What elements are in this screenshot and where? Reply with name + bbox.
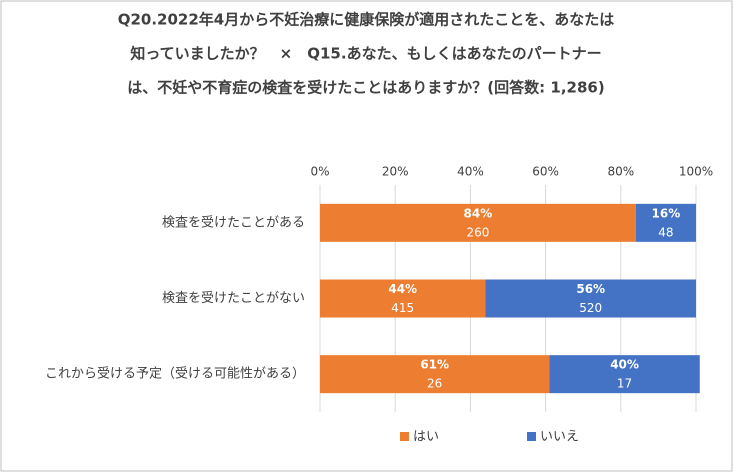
count-label: 48: [658, 225, 673, 239]
value-label: 40%: [610, 358, 639, 372]
count-label: 260: [466, 225, 489, 239]
bar-segment: [485, 279, 696, 318]
count-label: 415: [391, 301, 414, 315]
count-label: 17: [617, 377, 632, 391]
legend-label: いいえ: [540, 430, 579, 445]
count-label: 26: [427, 377, 442, 391]
chart-title: 知っていましたか？ × Q15.あなた、もしくはあなたのパートナー: [130, 45, 601, 63]
value-label: 56%: [576, 282, 605, 296]
value-label: 16%: [652, 206, 681, 220]
x-tick-label: 20%: [382, 165, 409, 179]
legend-swatch: [527, 432, 536, 441]
x-tick-label: 100%: [679, 165, 713, 179]
legend-swatch: [400, 432, 409, 441]
legend-label: はい: [413, 430, 439, 445]
category-label: 検査を受けたことがない: [162, 291, 305, 306]
bar-segment: [549, 355, 700, 394]
count-label: 520: [579, 301, 602, 315]
x-tick-label: 60%: [532, 165, 559, 179]
value-label: 84%: [464, 206, 493, 220]
chart-title: Q20.2022年4月から不妊治療に健康保険が適用されたことを、あなたは: [118, 11, 615, 29]
x-tick-label: 80%: [607, 165, 634, 179]
chart-title: は、不妊や不育症の検査を受けたことはありますか？(回答数: 1,286): [127, 79, 604, 97]
x-tick-label: 0%: [310, 165, 329, 179]
bar-segment: [320, 355, 550, 394]
bar-segment: [320, 203, 636, 242]
bar-segment: [635, 203, 696, 242]
value-label: 44%: [388, 282, 417, 296]
value-label: 61%: [420, 358, 449, 372]
x-tick-label: 40%: [457, 165, 484, 179]
category-label: 検査を受けたことがある: [162, 215, 305, 230]
bar-segment: [320, 279, 486, 318]
category-label: これから受ける予定（受ける可能性がある）: [45, 367, 305, 382]
